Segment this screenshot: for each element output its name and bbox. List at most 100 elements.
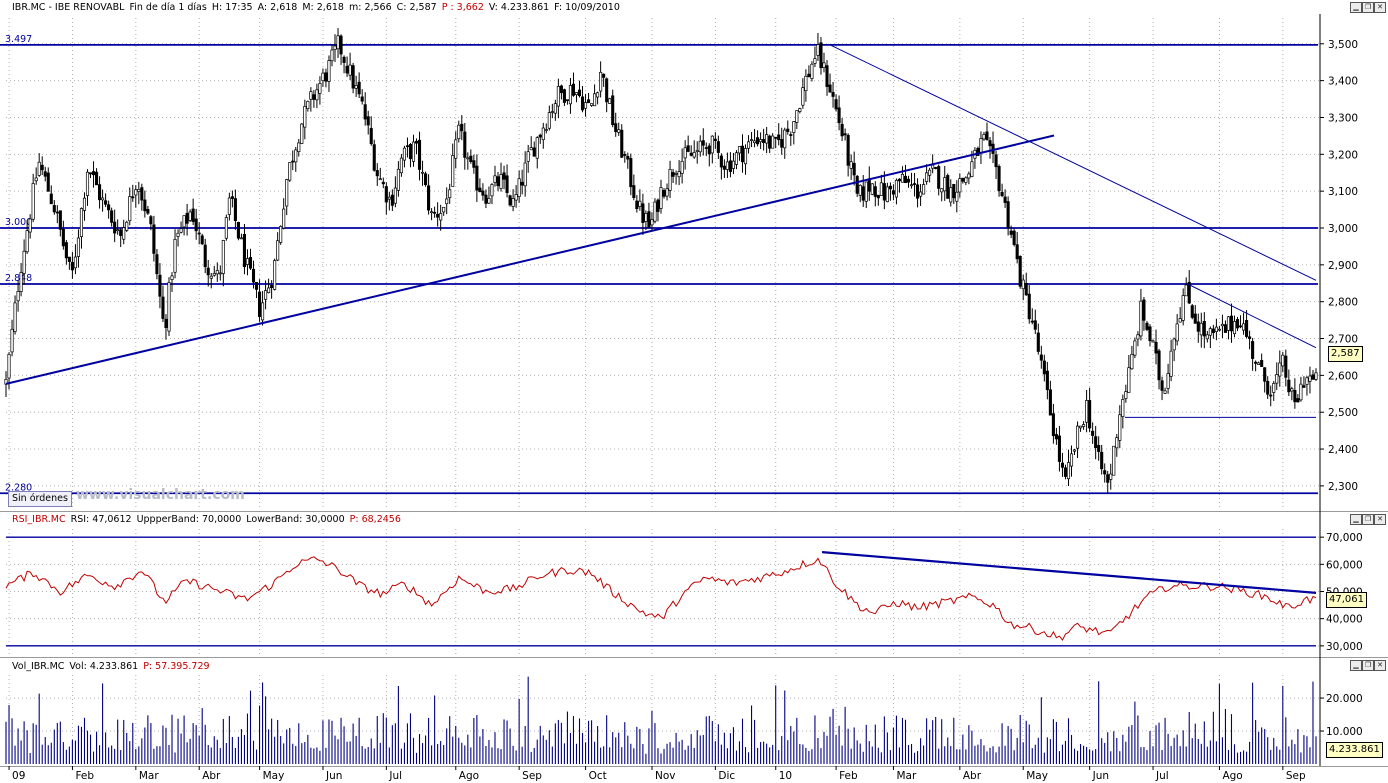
price-candle [324,72,328,82]
price-candle [387,196,391,200]
price-candle [1091,430,1095,436]
price-candle [719,155,723,168]
vol-restore-icon[interactable]: ❐ [1362,660,1374,671]
price-candle [4,378,8,385]
price-candle [523,162,527,187]
price-candle [233,198,237,221]
level-label: 3.497 [5,34,32,45]
price-candle [1296,398,1300,403]
trendline [5,134,1055,385]
price-candle [478,187,482,192]
price-candle [64,242,68,259]
price-candle [363,104,367,120]
price-candle [1039,354,1043,361]
price-candle [194,218,198,232]
price-candle [1000,191,1004,197]
price-candle [417,139,422,170]
price-candle [1142,299,1146,321]
price-axis-label: 3,200 [1328,149,1358,161]
restore-icon[interactable]: ❐ [1362,2,1374,13]
x-axis-label: 09 [12,770,25,782]
price-candle [783,129,787,149]
price-candle [520,181,524,186]
price-candle [514,194,518,201]
orders-button[interactable]: Sin órdenes [8,491,72,507]
price-candle [209,275,213,279]
price-candle [529,147,533,151]
price-candle [943,177,947,192]
rsi-restore-icon[interactable]: ❐ [1362,514,1374,525]
x-axis-label: Oct [589,770,607,782]
price-candle [134,189,138,196]
minimize-icon[interactable]: ▁ [1350,2,1362,13]
price-candle [614,123,618,132]
price-candle [1115,437,1119,449]
price-candle [360,96,364,102]
price-axis-label: 2,600 [1328,370,1358,382]
price-candle [786,128,790,132]
close-label: C: 2,587 [396,2,437,13]
price-candle [840,123,844,137]
price-candle [1238,325,1243,328]
price-candle [1030,320,1034,323]
x-axis-label: Abr [963,770,982,782]
price-candle [411,141,416,162]
price-candle [424,173,428,186]
price-candle [107,204,111,211]
price-candle [430,211,434,214]
price-candle [789,134,793,136]
price-candle [611,95,615,125]
price-axis-label: 2,300 [1328,481,1358,493]
price-candle [891,190,895,195]
price-candle [753,140,757,144]
price-candle [291,160,295,163]
price-candle [475,165,479,191]
price-candle [855,175,859,194]
price-candle [707,145,711,155]
price-candle [224,217,228,239]
price-candle [635,200,639,210]
price-candle [143,199,147,212]
price-candle [653,201,657,222]
price-candle [155,254,159,275]
price-candle [188,211,192,221]
price-candle [1184,284,1188,297]
price-candle [559,85,563,94]
price-candle [1175,323,1179,342]
price-candle [493,175,497,183]
price-candle [469,155,473,162]
rsi-close-icon[interactable]: ✕ [1374,514,1386,525]
price-candle [1015,244,1019,260]
price-candle [76,237,80,257]
price-candle [70,261,74,271]
price-candle [801,87,805,106]
price-candle [768,135,772,149]
rsi-lower: LowerBand: 30,0000 [246,514,345,525]
price-candle [912,183,917,185]
price-candle [737,146,742,154]
vol-close-icon[interactable]: ✕ [1374,660,1386,671]
rsi-trendline [821,551,1317,594]
price-candle [517,178,521,197]
price-candle [276,240,280,261]
price-candle [49,193,53,205]
price-candle [384,186,388,203]
price-candle [674,173,678,175]
price-candle [762,139,766,143]
price-candle [982,134,986,140]
x-axis-label: Mar [896,770,916,782]
price-candle [248,257,253,269]
price-candle [1211,328,1215,334]
price-candle [1112,445,1116,476]
close-icon[interactable]: ✕ [1374,2,1386,13]
price-candle [221,240,225,274]
price-candle [1193,313,1197,324]
rsi-minimize-icon[interactable]: ▁ [1350,514,1362,525]
price-axis-label: 2,400 [1328,444,1358,456]
vol-minimize-icon[interactable]: ▁ [1350,660,1362,671]
price-candle [451,155,455,187]
price-candle [689,152,693,156]
price-axis-label: 3,500 [1328,39,1358,51]
price-candle [1079,425,1083,429]
